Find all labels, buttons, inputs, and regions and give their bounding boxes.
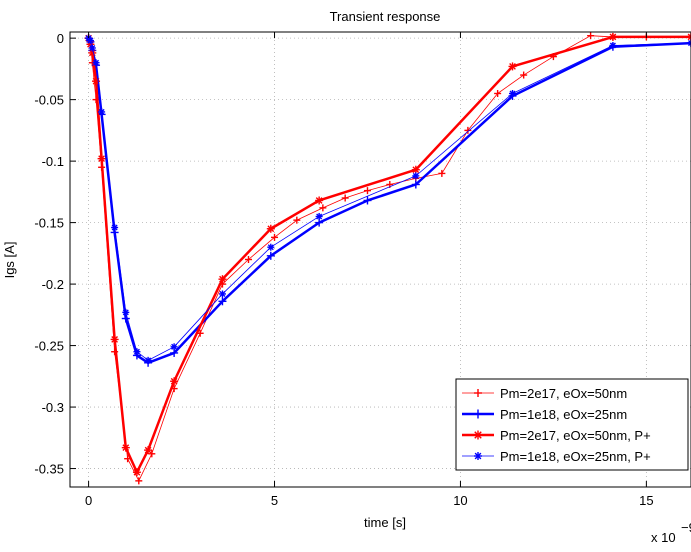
data-point	[133, 468, 141, 476]
data-point	[509, 90, 516, 97]
x-tick-label: 15	[639, 493, 653, 508]
y-tick-label: -0.2	[42, 277, 64, 292]
legend-marker	[474, 452, 482, 460]
data-point	[122, 309, 129, 316]
y-tick-label: -0.1	[42, 154, 64, 169]
data-point	[509, 62, 517, 70]
data-point	[219, 290, 226, 297]
data-point	[144, 446, 152, 454]
data-point	[364, 187, 371, 194]
data-point	[111, 335, 119, 343]
data-point	[133, 348, 140, 355]
legend: Pm=2e17, eOx=50nm Pm=1e18, eOx=25nm Pm=2e1…	[456, 379, 688, 470]
data-point	[315, 196, 323, 204]
data-point	[135, 477, 142, 484]
chart-title: Transient response	[330, 9, 441, 24]
x-exponent-base: x 10	[651, 530, 676, 545]
data-point	[170, 377, 178, 385]
data-point	[122, 444, 130, 452]
legend-label: Pm=2e17, eOx=50nm, P+	[500, 428, 651, 443]
data-point	[111, 224, 118, 231]
data-point	[609, 33, 617, 41]
y-tick-label: -0.15	[34, 216, 64, 231]
legend-marker	[474, 431, 483, 440]
y-tick-label: -0.25	[34, 339, 64, 354]
x-tick-label: 0	[85, 493, 92, 508]
data-point	[319, 204, 326, 211]
data-point	[218, 275, 226, 283]
data-point	[89, 44, 96, 51]
data-point	[587, 32, 594, 39]
x-exponent-power: −9	[681, 520, 691, 535]
y-axis-label: Igs [A]	[2, 242, 17, 279]
series-2	[85, 34, 691, 367]
x-axis-label: time [s]	[364, 515, 406, 530]
x-axis-exponent: x 10 −9	[651, 520, 691, 545]
x-tick-label: 5	[271, 493, 278, 508]
series-line	[89, 38, 691, 363]
data-point	[98, 108, 105, 115]
y-tick-label: 0	[57, 31, 64, 46]
data-point	[87, 37, 94, 44]
legend-label: Pm=1e18, eOx=25nm, P+	[500, 449, 651, 464]
data-point	[520, 72, 527, 79]
data-point	[412, 172, 419, 179]
data-point	[171, 343, 178, 350]
series-line	[89, 38, 691, 360]
data-point	[145, 357, 152, 364]
y-tick-label: -0.05	[34, 93, 64, 108]
data-point	[316, 213, 323, 220]
data-point	[342, 195, 349, 202]
legend-label: Pm=2e17, eOx=50nm	[500, 386, 627, 401]
data-point	[688, 40, 691, 47]
legend-label: Pm=1e18, eOx=25nm	[500, 407, 627, 422]
x-tick-label: 10	[453, 493, 467, 508]
data-point	[93, 59, 100, 66]
data-point	[267, 244, 274, 251]
data-point	[267, 225, 275, 233]
data-point	[438, 170, 445, 177]
series-4	[85, 35, 691, 364]
data-point	[98, 155, 106, 163]
y-tick-label: -0.3	[42, 400, 64, 415]
y-tick-label: -0.35	[34, 462, 64, 477]
data-point	[609, 42, 616, 49]
